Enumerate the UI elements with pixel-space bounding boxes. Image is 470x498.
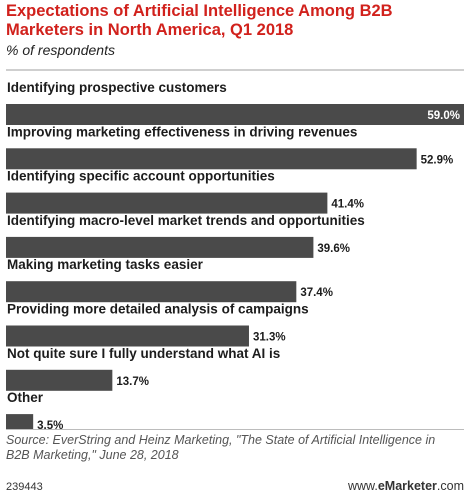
chart-title: Expectations of Artificial Intelligence … [6, 2, 393, 39]
chart-id: 239443 [6, 481, 43, 493]
source-note: Source: EverString and Heinz Marketing, … [6, 433, 436, 462]
bar [6, 325, 249, 347]
bottom-divider [6, 429, 464, 430]
brand-prefix: www. [347, 479, 378, 493]
brand-suffix: .com [436, 479, 464, 493]
top-divider [6, 69, 464, 71]
category-label: Identifying prospective customers [7, 80, 227, 95]
value-label: 52.9% [421, 154, 454, 166]
category-label: Making marketing tasks easier [7, 257, 204, 272]
chart-subtitle: % of respondents [6, 42, 115, 58]
bar [6, 414, 34, 430]
bar-chart: Identifying prospective customers 59.0% Im… [6, 80, 464, 430]
category-label: Identifying specific account opportuniti… [7, 169, 275, 184]
value-label: 31.3% [253, 332, 286, 344]
value-label: 41.4% [331, 199, 364, 211]
category-label: Improving marketing effectiveness in dri… [7, 124, 357, 139]
value-label: 59.0% [427, 110, 460, 122]
value-label: 3.5% [37, 420, 63, 430]
category-label: Identifying macro-level market trends an… [7, 213, 365, 228]
brand-logo[interactable]: www.eMarketer.com [348, 479, 464, 493]
bar [6, 281, 297, 303]
bar [6, 104, 464, 125]
value-label: 13.7% [116, 376, 149, 388]
brand-name: eMarketer [377, 479, 437, 493]
bar [6, 148, 417, 170]
bar [6, 369, 113, 391]
category-label: Not quite sure I fully understand what A… [7, 346, 280, 361]
bar [6, 236, 314, 258]
bar [6, 192, 328, 214]
value-label: 37.4% [300, 287, 333, 299]
category-label: Providing more detailed analysis of camp… [7, 302, 309, 317]
category-label: Other [7, 390, 44, 405]
value-label: 39.6% [317, 243, 350, 255]
